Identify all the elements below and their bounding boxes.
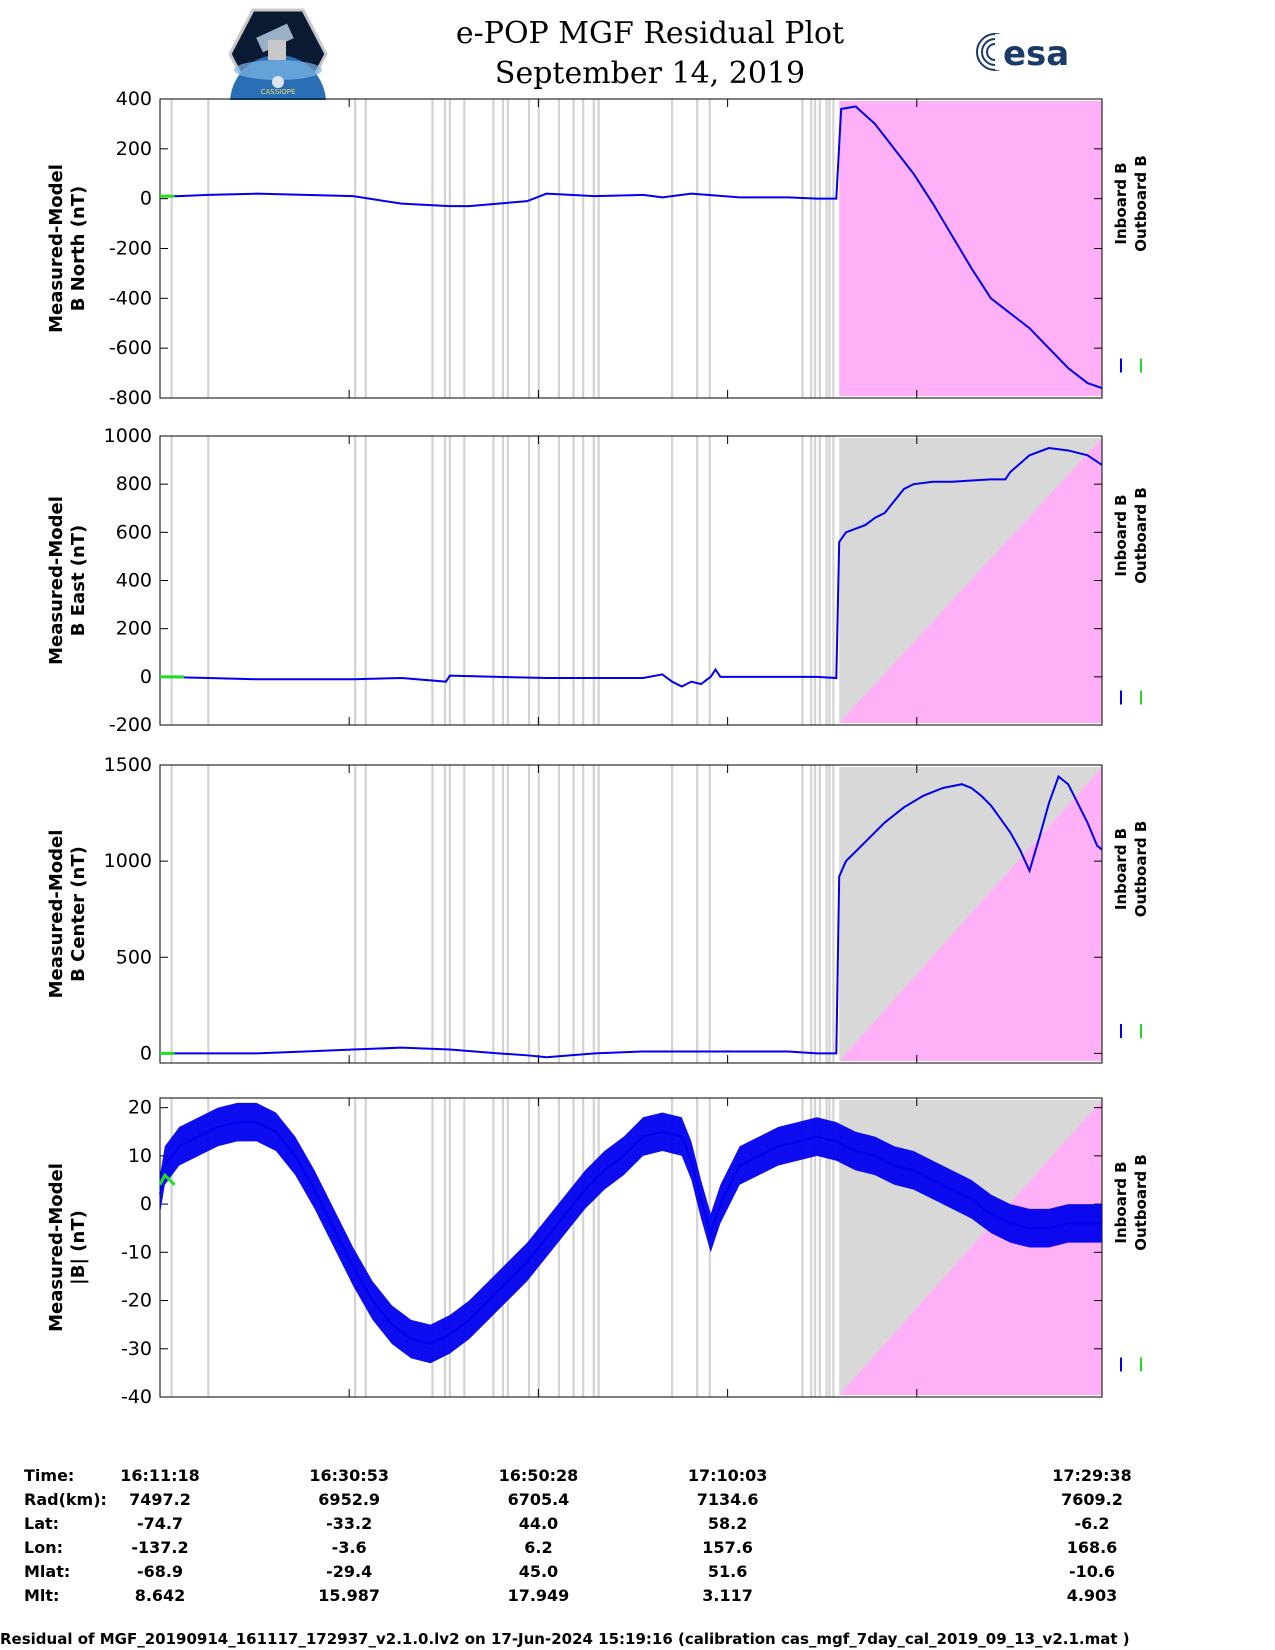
- info-row-label: Lat:: [24, 1514, 60, 1533]
- y-axis-label: Measured-ModelB East (nT): [46, 496, 89, 665]
- info-cell: 17.949: [507, 1586, 570, 1605]
- y-axis-label: Measured-Model|B| (nT): [46, 1163, 89, 1332]
- plot-title: e-POP MGF Residual Plot: [455, 16, 845, 51]
- y-tick-label: 400: [116, 570, 152, 592]
- legend-outboard-label: Outboard B: [1132, 487, 1150, 584]
- info-cell: 17:10:03: [687, 1466, 768, 1485]
- y-tick-label: -20: [121, 1290, 152, 1312]
- y-tick-label: 0: [140, 1193, 152, 1215]
- y-tick-label: 1500: [104, 754, 152, 776]
- shade-magenta: [839, 438, 1102, 723]
- info-cell: 168.6: [1066, 1538, 1118, 1557]
- info-cell: 16:30:53: [309, 1466, 389, 1485]
- panel-1: 400 200 0 -200 -400 -600 -800 Measured-ModelB N…: [46, 88, 1150, 409]
- y-tick-label: -600: [109, 337, 152, 359]
- legend-inboard-label: Inboard B: [1112, 828, 1130, 910]
- info-cell: 58.2: [707, 1514, 748, 1533]
- y-tick-label: -30: [121, 1338, 152, 1360]
- shade-magenta: [839, 1100, 1102, 1395]
- info-row-label: Mlat:: [24, 1562, 71, 1581]
- info-cell: 44.0: [518, 1514, 559, 1533]
- legend-inboard-label: Inboard B: [1112, 162, 1130, 244]
- legend-outboard-label: Outboard B: [1132, 1154, 1150, 1251]
- panel-3: 1500 1000 500 0 Measured-ModelB Center (nT) I…: [46, 754, 1150, 1064]
- y-tick-label: 10: [128, 1145, 152, 1167]
- info-cell: 6.2: [524, 1538, 553, 1557]
- info-row-label: Rad(km):: [24, 1490, 107, 1509]
- info-cell: 17:29:38: [1052, 1466, 1132, 1485]
- y-tick-label: 0: [140, 666, 152, 688]
- series-line-outboard: [158, 1172, 176, 1186]
- orbit-info-table: Time: Rad(km): Lat: Lon: Mlat: Mlt: 16:11:18 74…: [0, 1466, 1275, 1626]
- info-cell: 16:11:18: [120, 1466, 200, 1485]
- y-tick-label: 200: [116, 138, 152, 160]
- info-cell: 15.987: [318, 1586, 381, 1605]
- info-cell: 8.642: [134, 1586, 186, 1605]
- info-cell: -29.4: [326, 1562, 373, 1581]
- y-tick-label: 1000: [104, 425, 152, 447]
- shade-magenta: [839, 101, 1102, 396]
- info-cell: 51.6: [707, 1562, 748, 1581]
- info-cell: 157.6: [702, 1538, 753, 1557]
- y-tick-label: 600: [116, 521, 152, 543]
- info-cell: 3.117: [702, 1586, 753, 1605]
- info-cell: -10.6: [1068, 1562, 1116, 1581]
- y-axis-label: Measured-ModelB North (nT): [46, 164, 89, 333]
- series-line-inboard: [160, 105, 1103, 389]
- series-band-inboard: [160, 1102, 1102, 1364]
- info-cell: -33.2: [326, 1514, 373, 1533]
- info-cell: -68.9: [136, 1562, 184, 1581]
- plot-date: September 14, 2019: [494, 56, 806, 91]
- y-tick-label: 800: [116, 473, 152, 495]
- footer-note: Residual of MGF_20190914_161117_172937_v…: [0, 1630, 1130, 1648]
- y-tick-label: 1000: [104, 850, 152, 872]
- info-cell: 4.903: [1066, 1586, 1118, 1605]
- y-tick-label: 400: [116, 88, 152, 110]
- esa-logo: esa: [976, 33, 1069, 74]
- y-tick-label: -200: [109, 238, 152, 260]
- panel-4: 20 10 0 -10 -20 -30 -40 Measured-Model|B| (nT) I…: [46, 1097, 1150, 1408]
- info-cell: -137.2: [131, 1538, 189, 1557]
- esa-logo-text: esa: [1003, 34, 1069, 74]
- legend-outboard-label: Outboard B: [1132, 821, 1150, 918]
- info-cell: -6.2: [1074, 1514, 1110, 1533]
- info-cell: -3.6: [331, 1538, 367, 1557]
- series-line-inboard: [160, 774, 1103, 1059]
- y-tick-label: 500: [116, 946, 152, 968]
- series-line-inboard: [159, 1121, 1102, 1346]
- panel-frame: [159, 1097, 1103, 1398]
- y-tick-label: -40: [121, 1386, 152, 1408]
- y-tick-label: 0: [140, 188, 152, 210]
- panel-2: 1000 800 600 400 200 0 -200 Measured-ModelB Eas…: [46, 425, 1150, 736]
- legend-outboard-label: Outboard B: [1132, 155, 1150, 252]
- info-cell: 7134.6: [696, 1490, 759, 1509]
- legend-inboard-label: Inboard B: [1112, 494, 1130, 576]
- series-line-inboard: [159, 447, 1103, 688]
- info-cell: 7609.2: [1061, 1490, 1123, 1509]
- info-row-label: Mlt:: [24, 1586, 60, 1605]
- y-tick-label: -400: [109, 287, 152, 309]
- plot-title-block: e-POP MGF Residual Plot September 14, 20…: [380, 14, 920, 94]
- cassiope-logo-text: CASSIOPE: [261, 88, 296, 96]
- legend-inboard-label: Inboard B: [1112, 1161, 1130, 1243]
- y-tick-label: 0: [140, 1042, 152, 1064]
- cassiope-logo: CASSIOPE: [228, 8, 328, 100]
- info-cell: 6952.9: [318, 1490, 381, 1509]
- info-row-label: Lon:: [24, 1538, 63, 1557]
- y-tick-label: -800: [109, 387, 152, 409]
- y-axis-label: Measured-ModelB Center (nT): [46, 830, 89, 999]
- info-cell: 6705.4: [507, 1490, 570, 1509]
- info-cell: 45.0: [518, 1562, 559, 1581]
- panel-frame: [159, 764, 1103, 1064]
- y-tick-label: 200: [116, 618, 152, 640]
- info-cell: 16:50:28: [498, 1466, 579, 1485]
- info-cell: -74.7: [136, 1514, 184, 1533]
- y-tick-label: -200: [109, 714, 152, 736]
- shade-magenta: [839, 767, 1102, 1061]
- info-row-label: Time:: [24, 1466, 75, 1485]
- y-tick-label: -10: [121, 1241, 152, 1263]
- info-cell: 7497.2: [129, 1490, 191, 1509]
- y-tick-label: 20: [128, 1097, 152, 1119]
